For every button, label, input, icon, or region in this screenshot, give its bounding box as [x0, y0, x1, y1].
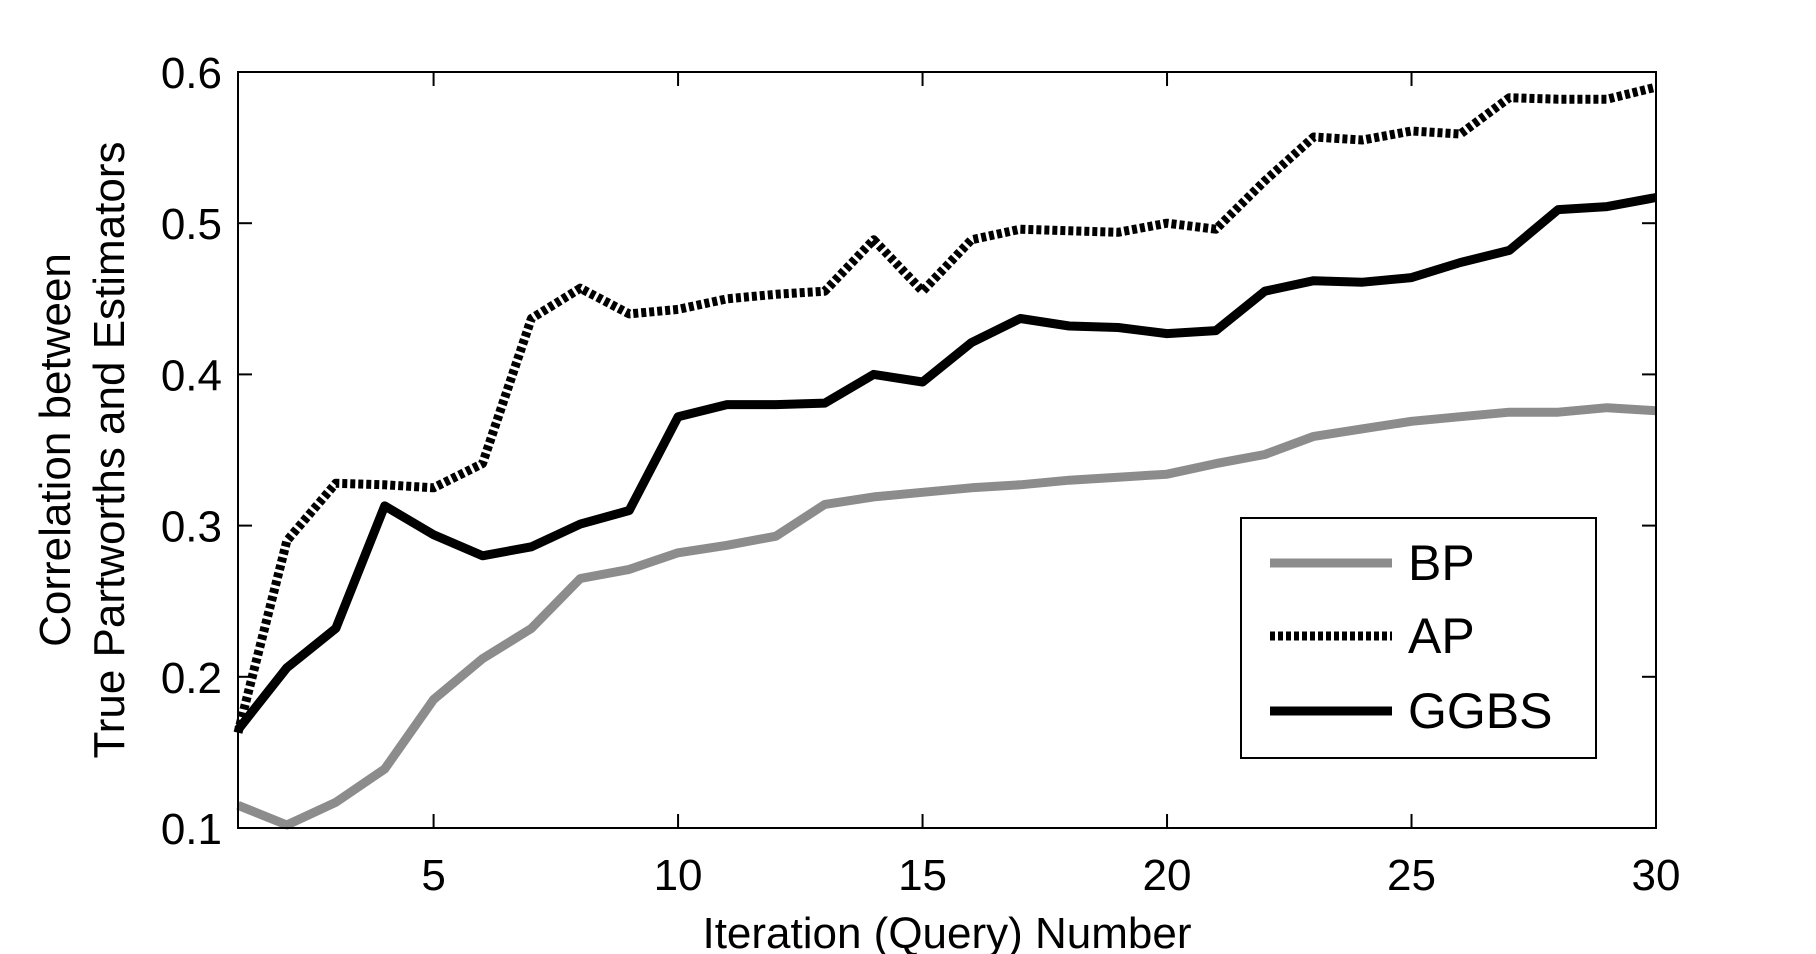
y-axis-label-line-1: Correlation between — [31, 253, 80, 647]
legend: BP AP GGBS — [1240, 517, 1597, 759]
y-tick-label: 0.5 — [161, 200, 222, 249]
legend-box — [1240, 517, 1597, 759]
y-axis-label: Correlation between True Partworths and … — [31, 141, 134, 758]
plot-frame — [237, 71, 1657, 829]
y-tick-label: 0.1 — [161, 805, 222, 854]
series-line-bp — [236, 403, 1657, 830]
series-line-ggbs — [234, 193, 1657, 733]
y-tick-label: 0.3 — [161, 503, 222, 552]
legend-label-ggbs: GGBS — [1408, 683, 1552, 739]
legend-label-bp: BP — [1408, 535, 1475, 591]
x-axis-ticks: 5 10 15 20 25 30 — [421, 72, 1680, 900]
x-tick-label: 30 — [1632, 851, 1681, 900]
series-line-ap — [233, 82, 1658, 734]
x-axis-label: Iteration (Query) Number — [702, 909, 1191, 954]
legend-label-ap: AP — [1408, 608, 1475, 664]
x-tick-label: 10 — [654, 851, 703, 900]
x-tick-label: 15 — [898, 851, 947, 900]
series-layer — [233, 82, 1658, 830]
y-axis-label-line-2: True Partworths and Estimators — [85, 141, 134, 758]
y-tick-label: 0.6 — [161, 49, 222, 98]
x-tick-label: 25 — [1387, 851, 1436, 900]
x-tick-label: 5 — [421, 851, 445, 900]
y-axis-ticks: 0.1 0.2 0.3 0.4 0.5 0.6 — [161, 49, 1656, 854]
y-tick-label: 0.2 — [161, 654, 222, 703]
y-tick-label: 0.4 — [161, 351, 222, 400]
x-tick-label: 20 — [1143, 851, 1192, 900]
